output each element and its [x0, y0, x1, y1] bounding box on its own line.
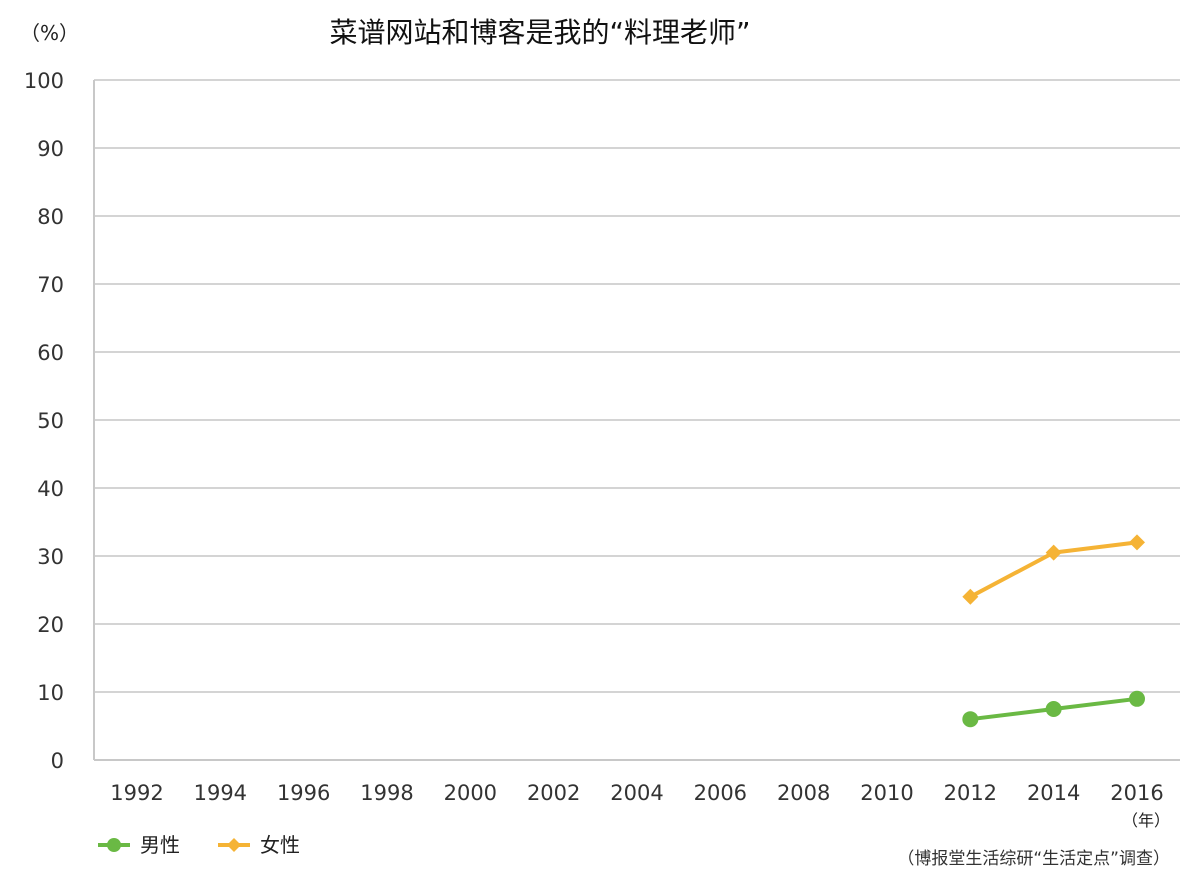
data-point-circle: [1129, 690, 1145, 707]
data-point-circle: [1045, 701, 1062, 717]
x-tick-label: 1996: [277, 781, 330, 805]
y-tick-label: 80: [37, 205, 64, 229]
y-tick-label: 60: [37, 341, 64, 365]
y-tick-label: 70: [37, 273, 64, 297]
x-tick-label: 2006: [694, 781, 747, 805]
data-point-diamond: [1045, 544, 1062, 561]
y-tick-label: 0: [51, 749, 64, 773]
legend-label: 男性: [140, 833, 180, 857]
source-note: （博报堂生活综研“生活定点”调查）: [897, 849, 1170, 869]
x-axis-unit: （年）: [1122, 811, 1170, 830]
series-female: [962, 534, 1145, 605]
x-tick-label: 2008: [777, 781, 830, 805]
legend-marker-diamond: [227, 838, 241, 852]
series-layer: [962, 534, 1145, 728]
data-point-diamond: [1129, 534, 1145, 551]
x-tick-label: 2000: [444, 781, 497, 805]
legend-label: 女性: [260, 833, 300, 857]
y-tick-label: 50: [37, 409, 64, 433]
grid-lines: [94, 79, 1180, 761]
x-axis-ticks: 1992 1994 1996 1998 2000 2002 2004 2006 2008 2010…: [110, 781, 1163, 805]
x-tick-label: 2012: [944, 781, 997, 805]
x-tick-label: 2004: [610, 781, 663, 805]
y-tick-label: 100: [24, 69, 64, 93]
legend: 男性 女性: [98, 833, 300, 857]
legend-item-female: 女性: [218, 833, 300, 857]
y-tick-label: 90: [37, 137, 64, 161]
series-male: [962, 690, 1145, 728]
y-tick-label: 20: [37, 613, 64, 637]
chart-title: 菜谱网站和博客是我的“料理老师”: [329, 16, 750, 49]
y-axis-ticks: 0 10 20 30 40 50 60 70 80 90 100: [24, 69, 64, 773]
y-tick-label: 40: [37, 477, 64, 501]
y-axis-unit: （%）: [20, 21, 79, 45]
data-point-diamond: [962, 588, 979, 605]
legend-marker-circle: [107, 838, 121, 852]
x-tick-label: 2014: [1027, 781, 1080, 805]
y-tick-label: 10: [37, 681, 64, 705]
x-tick-label: 1998: [360, 781, 413, 805]
y-tick-label: 30: [37, 545, 64, 569]
x-tick-label: 1994: [194, 781, 247, 805]
x-tick-label: 2002: [527, 781, 580, 805]
x-tick-label: 1992: [110, 781, 163, 805]
x-tick-label: 2010: [860, 781, 913, 805]
data-point-circle: [962, 711, 979, 728]
legend-item-male: 男性: [98, 833, 180, 857]
x-tick-label: 2016: [1110, 781, 1163, 805]
